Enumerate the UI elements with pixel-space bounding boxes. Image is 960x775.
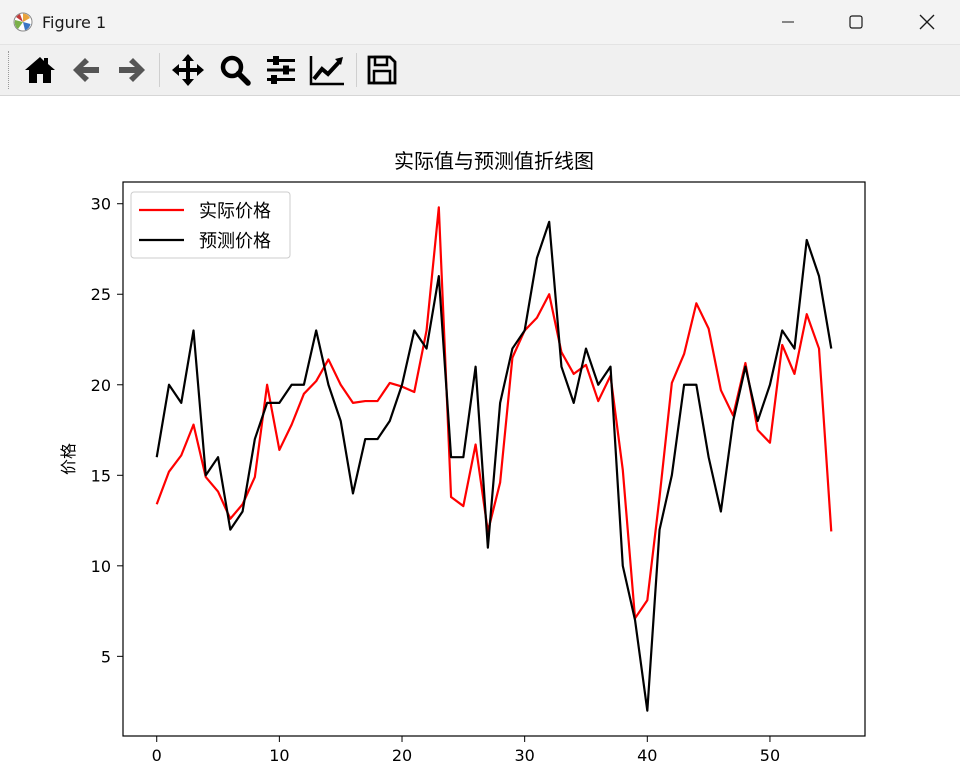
axis-ticks: 0 10 20 30 40 50 5 10 15 20 25 30 bbox=[91, 195, 780, 765]
x-tick-label: 20 bbox=[392, 746, 412, 765]
window-titlebar: Figure 1 bbox=[0, 0, 960, 45]
close-button[interactable] bbox=[904, 0, 950, 44]
save-icon bbox=[367, 55, 397, 85]
maximize-icon bbox=[849, 15, 863, 29]
home-icon bbox=[25, 57, 55, 83]
pan-button[interactable] bbox=[169, 51, 207, 89]
forward-button[interactable] bbox=[113, 51, 151, 89]
series-group bbox=[155, 206, 833, 712]
x-tick-label: 0 bbox=[152, 746, 162, 765]
legend: 实际价格 预测价格 bbox=[130, 191, 291, 259]
plot-frame bbox=[122, 181, 866, 737]
arrow-left-icon bbox=[73, 58, 99, 82]
toolbar-separator bbox=[159, 53, 160, 87]
line-chart-icon bbox=[309, 56, 344, 86]
legend-box bbox=[130, 191, 291, 259]
legend-label-actual: 实际价格 bbox=[199, 201, 271, 222]
chart-title: 实际值与预测值折线图 bbox=[394, 149, 594, 173]
legend-label-predicted: 预测价格 bbox=[199, 231, 271, 252]
toolbar-separator bbox=[356, 53, 357, 87]
toolbar-grip bbox=[8, 51, 12, 89]
y-tick-label: 30 bbox=[91, 195, 111, 214]
matplotlib-logo-icon bbox=[13, 12, 33, 32]
y-tick-label: 5 bbox=[101, 647, 111, 666]
x-tick-label: 50 bbox=[760, 746, 780, 765]
move-icon bbox=[172, 54, 204, 86]
subplots-button[interactable] bbox=[262, 51, 300, 89]
minimize-icon bbox=[782, 21, 794, 23]
series-line-actual bbox=[155, 206, 833, 620]
sliders-icon bbox=[267, 56, 295, 84]
home-button[interactable] bbox=[21, 51, 59, 89]
x-tick-label: 30 bbox=[514, 746, 534, 765]
figure-canvas: 实际值与预测值折线图 价格 0 10 20 30 40 50 5 10 15 20 25 30 实际价… bbox=[0, 96, 960, 771]
edit-axis-button[interactable] bbox=[308, 51, 346, 89]
maximize-button[interactable] bbox=[833, 0, 879, 44]
minimize-button[interactable] bbox=[765, 0, 811, 44]
series-line-predicted bbox=[155, 220, 833, 712]
y-tick-label: 10 bbox=[91, 557, 111, 576]
x-tick-label: 40 bbox=[637, 746, 657, 765]
close-icon bbox=[919, 14, 935, 30]
zoom-button[interactable] bbox=[216, 51, 254, 89]
zoom-icon bbox=[220, 55, 251, 86]
x-tick-label: 10 bbox=[269, 746, 289, 765]
arrow-right-icon bbox=[119, 58, 145, 82]
navigation-toolbar bbox=[0, 45, 960, 96]
line-chart: 实际值与预测值折线图 价格 0 10 20 30 40 50 5 10 15 20 25 30 实际价… bbox=[59, 149, 866, 765]
back-button[interactable] bbox=[67, 51, 105, 89]
window-title: Figure 1 bbox=[42, 13, 107, 32]
y-axis-label: 价格 bbox=[59, 443, 78, 475]
save-button[interactable] bbox=[363, 51, 401, 89]
y-tick-label: 15 bbox=[91, 466, 111, 485]
y-tick-label: 25 bbox=[91, 285, 111, 304]
y-tick-label: 20 bbox=[91, 376, 111, 395]
